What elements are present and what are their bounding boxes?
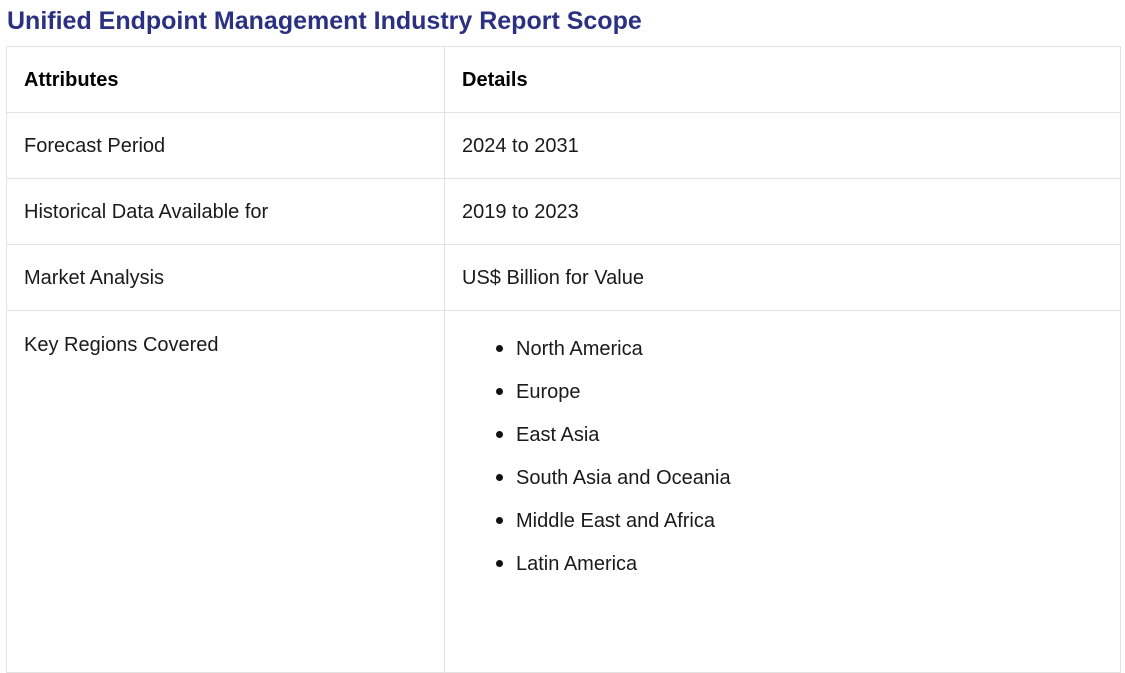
detail-cell: US$ Billion for Value [444, 244, 1121, 311]
region-label: Latin America [516, 553, 638, 575]
bullet-icon [496, 517, 503, 524]
bullet-icon [496, 431, 503, 438]
list-item: South Asia and Oceania [496, 465, 1103, 508]
table-row-regions: Key Regions Covered North America Europe… [6, 310, 1121, 673]
attribute-cell: Key Regions Covered [6, 310, 445, 673]
attribute-cell: Historical Data Available for [6, 178, 445, 245]
attribute-cell: Forecast Period [6, 112, 445, 179]
region-label: Europe [516, 381, 581, 403]
header-details: Details [444, 46, 1121, 113]
region-label: East Asia [516, 424, 600, 446]
region-list: North America Europe East Asia South Asi… [462, 311, 1103, 594]
list-item: Europe [496, 379, 1103, 422]
list-item: Latin America [496, 551, 1103, 594]
region-label: North America [516, 338, 643, 360]
bullet-icon [496, 474, 503, 481]
list-item: East Asia [496, 422, 1103, 465]
header-attributes: Attributes [6, 46, 445, 113]
region-label: South Asia and Oceania [516, 467, 731, 489]
bullet-icon [496, 345, 503, 352]
table-row: Historical Data Available for 2019 to 20… [6, 178, 1121, 245]
report-scope-table: Attributes Details Forecast Period 2024 … [6, 46, 1121, 673]
table-header-row: Attributes Details [6, 46, 1121, 113]
attribute-cell: Market Analysis [6, 244, 445, 311]
bullet-icon [496, 388, 503, 395]
report-title: Unified Endpoint Management Industry Rep… [7, 7, 642, 35]
list-item: Middle East and Africa [496, 508, 1103, 551]
detail-cell: 2019 to 2023 [444, 178, 1121, 245]
bullet-icon [496, 560, 503, 567]
list-item: North America [496, 336, 1103, 379]
table-row: Forecast Period 2024 to 2031 [6, 112, 1121, 179]
regions-detail-cell: North America Europe East Asia South Asi… [444, 310, 1121, 673]
region-label: Middle East and Africa [516, 510, 715, 532]
detail-cell: 2024 to 2031 [444, 112, 1121, 179]
table-row: Market Analysis US$ Billion for Value [6, 244, 1121, 311]
